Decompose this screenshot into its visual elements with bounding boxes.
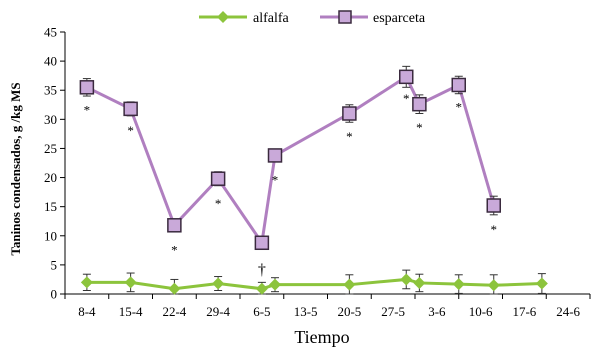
y-tick-label: 45 bbox=[44, 25, 57, 40]
x-tick-label: 22-4 bbox=[162, 304, 186, 319]
data-point bbox=[400, 273, 413, 286]
data-point bbox=[342, 106, 357, 121]
data-point bbox=[254, 235, 270, 251]
data-point bbox=[212, 277, 225, 290]
legend-label-alfalfa: alfalfa bbox=[253, 11, 290, 26]
y-tick-label: 40 bbox=[44, 54, 57, 69]
significance-marker: * bbox=[491, 222, 498, 237]
x-tick-label: 6-5 bbox=[253, 304, 270, 319]
significance-marker: * bbox=[346, 129, 353, 144]
x-tick-label: 10-6 bbox=[469, 304, 493, 319]
x-tick-label: 17-6 bbox=[512, 304, 536, 319]
legend-label-esparceta: esparceta bbox=[373, 11, 426, 26]
y-tick-label: 10 bbox=[44, 228, 57, 243]
series-esparceta bbox=[79, 65, 501, 251]
data-point bbox=[123, 101, 138, 117]
x-tick-label: 15-4 bbox=[119, 304, 143, 319]
significance-marker: * bbox=[456, 100, 463, 115]
legend-marker-esparceta bbox=[338, 10, 352, 24]
x-tick-label: 20-5 bbox=[337, 304, 361, 319]
data-point bbox=[269, 278, 281, 291]
data-point bbox=[168, 282, 181, 295]
y-tick-label: 5 bbox=[51, 257, 58, 272]
annotations: * * * * † * * * * * * bbox=[84, 91, 497, 279]
significance-marker: † bbox=[258, 262, 266, 279]
data-point bbox=[412, 96, 427, 112]
significance-marker: * bbox=[416, 120, 423, 135]
data-point bbox=[267, 148, 283, 163]
series-alfalfa bbox=[80, 269, 548, 295]
y-tick-label: 20 bbox=[44, 170, 57, 185]
series-layer bbox=[79, 65, 548, 295]
data-point bbox=[167, 218, 182, 233]
x-axis-label: Tiempo bbox=[294, 327, 349, 347]
y-tick-label: 30 bbox=[44, 112, 57, 127]
legend-marker-alfalfa bbox=[217, 11, 229, 23]
x-tick-label: 8-4 bbox=[78, 304, 96, 319]
series-line-esparceta bbox=[86, 74, 496, 247]
significance-marker: * bbox=[127, 123, 134, 138]
data-point bbox=[413, 276, 426, 289]
significance-marker: * bbox=[403, 91, 410, 106]
y-tick-label: 35 bbox=[44, 83, 57, 98]
data-point bbox=[79, 80, 95, 95]
data-point bbox=[535, 277, 548, 290]
axes bbox=[60, 31, 591, 299]
x-tick-label: 24-6 bbox=[556, 304, 580, 319]
x-tick-labels: 8-4 15-4 22-4 29-4 6-5 13-5 20-5 27-5 3-6 10-6 17-… bbox=[78, 304, 580, 319]
significance-marker: * bbox=[84, 103, 91, 118]
y-tick-label: 15 bbox=[44, 199, 57, 214]
data-point bbox=[80, 276, 93, 289]
y-tick-label: 0 bbox=[51, 287, 58, 302]
data-point bbox=[343, 278, 356, 291]
data-point bbox=[210, 171, 226, 186]
significance-marker: * bbox=[272, 172, 279, 187]
data-point bbox=[399, 69, 414, 85]
y-tick-labels: 0 5 10 15 20 25 30 35 40 45 bbox=[44, 25, 57, 302]
x-tick-label: 27-5 bbox=[381, 304, 405, 319]
y-tick-label: 25 bbox=[44, 141, 57, 156]
data-point bbox=[487, 279, 500, 292]
data-point bbox=[452, 278, 465, 291]
data-point bbox=[124, 276, 137, 289]
legend: alfalfa esparceta bbox=[199, 10, 426, 26]
x-tick-label: 29-4 bbox=[206, 304, 230, 319]
data-point bbox=[486, 198, 501, 213]
x-tick-label: 3-6 bbox=[428, 304, 446, 319]
series-line-alfalfa bbox=[86, 277, 542, 291]
data-point bbox=[451, 77, 466, 93]
x-tick-label: 13-5 bbox=[294, 304, 318, 319]
significance-marker: * bbox=[215, 196, 222, 211]
data-point bbox=[255, 282, 268, 295]
y-axis-label: Taninos condensados, g /kg MS bbox=[8, 82, 23, 255]
significance-marker: * bbox=[171, 242, 178, 257]
